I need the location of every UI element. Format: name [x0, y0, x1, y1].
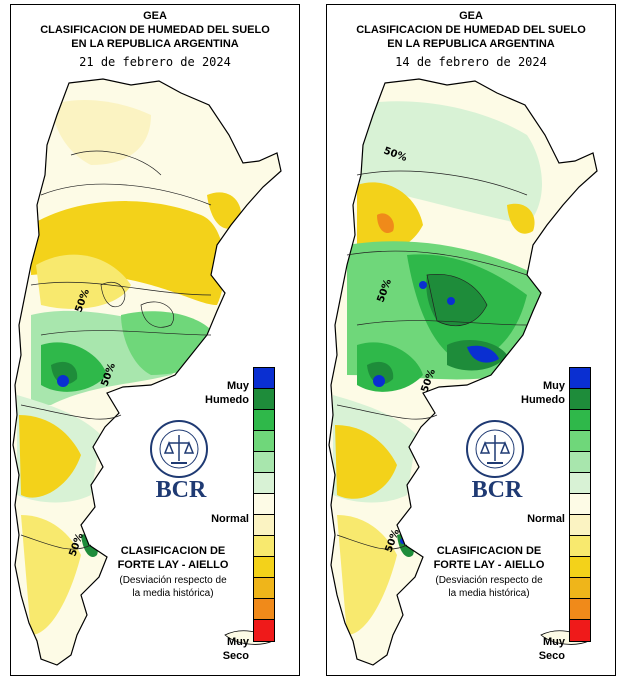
legend-label-muy: Muy: [543, 636, 565, 648]
legend-label-muy: Muy: [227, 636, 249, 648]
title-line-2: EN LA REPUBLICA ARGENTINA: [387, 38, 555, 50]
bcr-seal-logo: [149, 419, 209, 484]
title-line-1: CLASIFICACION DE HUMEDAD DEL SUELO: [356, 24, 586, 36]
legend-class-swatch: [254, 389, 274, 410]
legend-class-swatch: [254, 536, 274, 557]
legend-label-normal: Normal: [211, 513, 249, 525]
legend-class-swatch: [570, 557, 590, 578]
legend-color-scale: [253, 367, 275, 642]
org-label: GEA: [143, 10, 167, 22]
legend-label-seco: Seco: [538, 650, 565, 662]
legend-class-swatch: [254, 410, 274, 431]
legend-class-swatch: [570, 368, 590, 389]
classification-note-1: (Desviación respecto de: [119, 575, 227, 586]
legend-label-muy: Muy: [227, 380, 249, 392]
legend-class-swatch: [570, 599, 590, 620]
classification-title-1: CLASIFICACION DE: [120, 545, 226, 557]
legend-class-swatch: [254, 515, 274, 536]
legend-class-swatch: [570, 452, 590, 473]
soil-moisture-map-panel-feb21: GEA CLASIFICACION DE HUMEDAD DEL SUELO E…: [10, 4, 300, 676]
legend-class-swatch: [254, 473, 274, 494]
bcr-logo-text: BCR: [155, 477, 207, 503]
classification-note-2: la media histórica): [132, 588, 214, 599]
legend-label-normal: Normal: [527, 513, 565, 525]
legend-label-seco: Seco: [222, 650, 249, 662]
title-line-1: CLASIFICACION DE HUMEDAD DEL SUELO: [40, 24, 270, 36]
classification-note-1: (Desviación respecto de: [435, 575, 543, 586]
legend-class-swatch: [254, 494, 274, 515]
title-line-2: EN LA REPUBLICA ARGENTINA: [71, 38, 239, 50]
legend-label-muy: Muy: [543, 380, 565, 392]
legend-class-swatch: [570, 515, 590, 536]
bcr-logo-text: BCR: [471, 477, 523, 503]
legend-class-swatch: [254, 599, 274, 620]
legend-class-swatch: [570, 389, 590, 410]
argentina-moisture-map: 50% 50% 50% 50%: [328, 78, 598, 666]
map-date: 14 de febrero de 2024: [395, 55, 547, 69]
argentina-moisture-map: 50% 50% 50%: [12, 78, 282, 666]
legend-class-swatch: [254, 557, 274, 578]
legend-class-swatch: [570, 620, 590, 641]
org-label: GEA: [459, 10, 483, 22]
legend-class-swatch: [254, 578, 274, 599]
legend-class-swatch: [254, 431, 274, 452]
legend-class-swatch: [570, 578, 590, 599]
classification-note-2: la media histórica): [448, 588, 530, 599]
legend-class-swatch: [254, 368, 274, 389]
legend-class-swatch: [254, 452, 274, 473]
legend-class-swatch: [254, 620, 274, 641]
map-date: 21 de febrero de 2024: [79, 55, 231, 69]
classification-title-2: FORTE LAY - AIELLO: [433, 559, 545, 571]
legend-class-swatch: [570, 431, 590, 452]
legend-class-swatch: [570, 536, 590, 557]
legend-class-swatch: [570, 473, 590, 494]
legend-class-swatch: [570, 494, 590, 515]
legend-label-humedo: Humedo: [521, 394, 565, 406]
legend-label-humedo: Humedo: [205, 394, 249, 406]
classification-title-2: FORTE LAY - AIELLO: [117, 559, 229, 571]
legend-class-swatch: [570, 410, 590, 431]
classification-title-1: CLASIFICACION DE: [436, 545, 542, 557]
bcr-seal-logo: [465, 419, 525, 484]
soil-moisture-map-panel-feb14: GEA CLASIFICACION DE HUMEDAD DEL SUELO E…: [326, 4, 616, 676]
legend-color-scale: [569, 367, 591, 642]
